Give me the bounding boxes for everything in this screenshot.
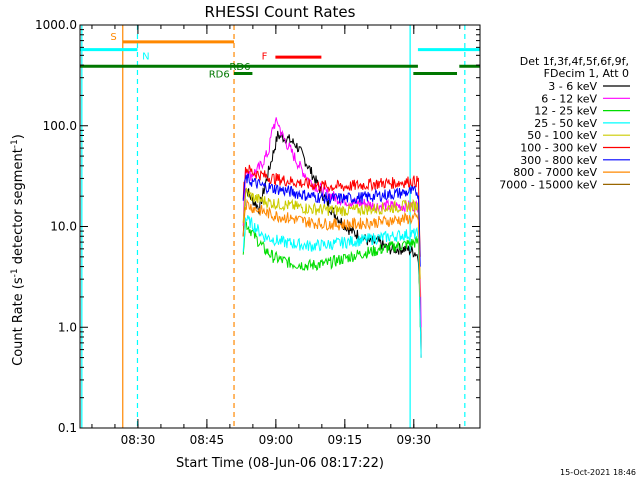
legend-label: 25 - 50 keV xyxy=(534,117,597,130)
legend-label: 12 - 25 keV xyxy=(534,105,597,118)
series-line xyxy=(242,117,422,328)
legend-label: 800 - 7000 keV xyxy=(513,166,597,179)
series-line xyxy=(242,187,421,280)
series-line xyxy=(242,173,421,267)
legend-label: 3 - 6 keV xyxy=(548,80,597,93)
flag-label: N xyxy=(142,51,149,62)
flag-label: RD6 xyxy=(209,70,230,81)
legend-header: FDecim 1, Att 0 xyxy=(544,67,629,80)
flag-label: F xyxy=(262,51,268,62)
series-line xyxy=(242,215,422,358)
x-axis-ticks: 08:30 08:45 09:00 09:15 09:30 xyxy=(91,25,461,447)
x-tick-label: 08:30 xyxy=(121,433,156,447)
legend-label: 50 - 100 keV xyxy=(527,129,597,142)
y-tick-label: 100.0 xyxy=(43,119,77,133)
x-tick-label: 09:30 xyxy=(396,433,431,447)
y-tick-label: 1000.0 xyxy=(35,18,77,32)
series-line xyxy=(242,220,421,328)
legend-label: 100 - 300 keV xyxy=(520,142,597,155)
x-tick-label: 09:15 xyxy=(328,433,363,447)
y-axis-label: Count Rate (s-1 detector segment-1) xyxy=(10,134,26,366)
y-axis-ticks: 1000.0 100.0 10.0 1.0 0.1 xyxy=(35,18,480,435)
flag-label: S xyxy=(110,32,116,43)
y-tick-label: 1.0 xyxy=(58,320,77,334)
flag-label: RD6 xyxy=(229,62,250,73)
legend-label: 6 - 12 keV xyxy=(541,92,597,105)
y-tick-label: 10.0 xyxy=(50,220,77,234)
legend: Det 1f,3f,4f,5f,6f,9f,FDecim 1, Att 03 -… xyxy=(499,55,630,191)
x-tick-label: 09:00 xyxy=(259,433,294,447)
y-tick-label: 0.1 xyxy=(58,421,77,435)
plot-frame xyxy=(79,24,481,429)
legend-label: 300 - 800 keV xyxy=(520,154,597,167)
series-line xyxy=(242,198,421,297)
chart-title: RHESSI Count Rates xyxy=(205,3,356,21)
series-line xyxy=(242,164,421,257)
x-tick-label: 08:45 xyxy=(190,433,225,447)
x-axis-label: Start Time (08-Jun-06 08:17:22) xyxy=(176,456,384,471)
legend-header: Det 1f,3f,4f,5f,6f,9f, xyxy=(520,55,629,68)
legend-label: 7000 - 15000 keV xyxy=(499,178,597,191)
timestamp-footer: 15-Oct-2021 18:46 xyxy=(560,468,636,477)
